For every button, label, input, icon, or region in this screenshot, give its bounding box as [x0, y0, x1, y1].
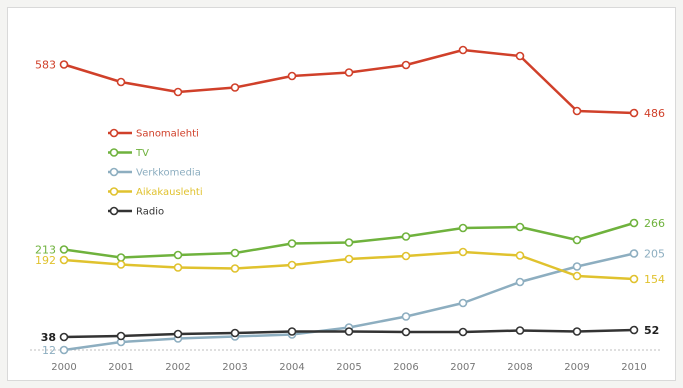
end-value-label: 266 — [644, 217, 665, 230]
start-value-label: 12 — [42, 344, 56, 357]
data-point — [401, 312, 411, 321]
data-point — [116, 253, 126, 262]
end-value-label: 486 — [644, 107, 665, 120]
data-point — [173, 87, 183, 97]
data-point — [401, 232, 411, 241]
data-point — [287, 239, 297, 248]
x-tick-label: 2002 — [165, 362, 190, 373]
chart-frame — [7, 7, 676, 381]
series-layer — [59, 45, 639, 355]
data-point — [572, 106, 582, 116]
x-tick-label: 2005 — [336, 362, 361, 373]
legend: Sanomalehti TV Verkkomedia Aikakauslehti Rad… — [108, 129, 203, 218]
data-point — [230, 264, 240, 273]
legend-marker — [109, 167, 119, 177]
data-point — [344, 68, 354, 77]
data-point — [515, 222, 525, 232]
data-point — [230, 248, 240, 258]
legend-label: TV — [135, 148, 149, 159]
start-value-label: 38 — [41, 331, 56, 344]
x-tick-label: 2003 — [222, 362, 247, 373]
data-point — [572, 327, 582, 336]
legend-item: TV — [108, 148, 149, 159]
x-tick-label: 2000 — [51, 362, 76, 373]
data-point — [116, 77, 126, 87]
legend-item: Aikakauslehti — [108, 187, 203, 198]
data-point — [629, 218, 639, 228]
legend-label: Aikakauslehti — [136, 187, 203, 198]
series-aikakauslehti — [59, 247, 639, 284]
legend-item: Radio — [108, 207, 164, 218]
data-point — [515, 326, 525, 335]
data-point — [344, 254, 354, 264]
legend-marker — [109, 206, 119, 216]
data-point — [401, 327, 411, 337]
data-point — [287, 327, 297, 336]
x-tick-label: 2001 — [108, 362, 133, 373]
data-point — [59, 332, 69, 342]
legend-marker — [109, 187, 119, 196]
data-point — [287, 71, 297, 81]
data-point — [59, 345, 69, 355]
data-point — [572, 262, 582, 271]
data-point — [572, 235, 582, 245]
data-point — [515, 251, 525, 260]
series-tv — [59, 218, 639, 262]
data-point — [629, 274, 639, 284]
data-point — [629, 325, 639, 335]
start-value-label: 583 — [35, 59, 56, 72]
series-sanomalehti — [59, 45, 639, 118]
data-point — [59, 255, 69, 265]
end-value-label: 52 — [644, 324, 659, 337]
end-value-label: 154 — [644, 273, 665, 286]
data-point — [401, 60, 411, 70]
series-radio — [59, 325, 639, 342]
end-value-label: 205 — [644, 248, 665, 261]
x-tick-label: 2008 — [507, 362, 532, 373]
data-point — [173, 250, 183, 260]
x-tick-label: 2009 — [564, 362, 589, 373]
data-point — [458, 223, 468, 233]
data-point — [515, 51, 525, 61]
start-value-label: 192 — [35, 254, 56, 267]
start-value-label: 213 — [35, 244, 56, 257]
legend-marker — [109, 148, 119, 157]
data-point — [629, 249, 639, 258]
data-point — [116, 260, 126, 269]
x-axis: 2000 2001 2002 2003 2004 2005 2006 2007 2008 2009… — [30, 349, 662, 373]
data-point — [230, 83, 240, 92]
legend-marker — [109, 128, 119, 138]
data-point — [173, 263, 183, 272]
data-point — [344, 327, 354, 336]
data-point — [59, 245, 69, 254]
data-point — [173, 329, 183, 339]
data-point — [458, 45, 468, 55]
data-point — [287, 260, 297, 270]
x-tick-label: 2010 — [621, 362, 646, 373]
data-point — [401, 251, 411, 261]
legend-label: Sanomalehti — [136, 129, 199, 140]
legend-item: Verkkomedia — [108, 168, 201, 179]
legend-label: Radio — [136, 207, 164, 218]
data-point — [59, 60, 69, 69]
data-point — [515, 277, 525, 287]
x-tick-label: 2006 — [393, 362, 418, 373]
legend-label: Verkkomedia — [136, 168, 201, 179]
series-line — [63, 48, 635, 115]
data-point — [458, 247, 468, 257]
value-labels: 583 486 213 266 12 205 192 154 38 52 — [35, 59, 665, 358]
data-point — [458, 327, 468, 337]
data-point — [116, 331, 126, 341]
x-tick-label: 2007 — [450, 362, 475, 373]
data-point — [629, 108, 639, 118]
legend-item: Sanomalehti — [108, 129, 199, 140]
data-point — [458, 298, 468, 308]
x-tick-label: 2004 — [279, 362, 304, 373]
data-point — [230, 328, 240, 338]
data-point — [572, 271, 582, 281]
data-point — [344, 238, 354, 247]
